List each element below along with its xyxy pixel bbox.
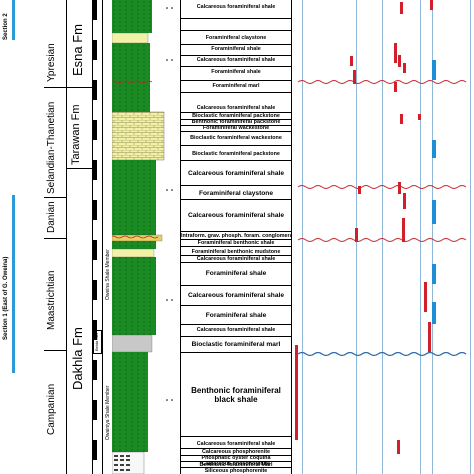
litho-10: Bioclastic foraminiferal wackestone bbox=[190, 135, 282, 141]
litho-2: Foraminiferal shale bbox=[211, 46, 261, 52]
bar-red-p3-9 bbox=[402, 218, 405, 242]
litho-21: Foraminiferal shale bbox=[205, 312, 267, 319]
lithology-column bbox=[112, 0, 173, 474]
phosphate-beds bbox=[112, 451, 145, 474]
litho-12: Calcareous foraminiferal shale bbox=[187, 170, 284, 177]
litho-16: Foraminiferal benthonic shale bbox=[197, 240, 275, 246]
bar-red-p1-1 bbox=[295, 345, 298, 440]
bar-red-p3-8 bbox=[403, 193, 406, 209]
litho-28: Calcareous phosphorenite bbox=[202, 461, 270, 467]
bar-red-p3-3 bbox=[398, 55, 401, 67]
bar-red-p3-10 bbox=[397, 440, 400, 454]
stage-selandian-thanetian: Selandian-Thanetian bbox=[46, 101, 57, 194]
litho-27: Phosphatic oyster coquina bbox=[201, 455, 271, 461]
bar-red-p3-2 bbox=[394, 43, 397, 63]
shale-top bbox=[112, 0, 152, 33]
litho-19: Foraminiferal shale bbox=[205, 270, 267, 277]
section1-label: Section 1 (East of G. Oweina) bbox=[3, 256, 9, 340]
litho-8: Benthonic foraminiferal packstone bbox=[191, 119, 281, 125]
stage-danian: Danian bbox=[46, 201, 57, 233]
claystone-yellow-1 bbox=[112, 32, 149, 44]
grid-line-4 bbox=[420, 0, 421, 474]
wavy-line-3 bbox=[297, 238, 467, 242]
litho-3: Calcareous foraminiferal shale bbox=[196, 57, 276, 63]
grid-line-3 bbox=[382, 0, 383, 474]
litho-11: Bioclastic foraminiferal packstone bbox=[192, 151, 280, 157]
wavy-line-2 bbox=[297, 185, 467, 189]
litho-15: Intraform. grav. phosph. foram. conglome… bbox=[181, 233, 291, 239]
stage-maastrichtian: Maastrichtian bbox=[46, 270, 57, 330]
section2-bar bbox=[12, 0, 15, 40]
member-owainiya: Owainiya Shale Member bbox=[105, 385, 111, 440]
member-column: Beida Mbr bbox=[92, 0, 103, 474]
bar-blue-p4-3 bbox=[432, 200, 436, 224]
litho-25: Calcareous foraminiferal shale bbox=[196, 441, 276, 447]
litho-22: Calcareous foraminiferal shale bbox=[196, 327, 276, 333]
section1-bar bbox=[12, 195, 15, 373]
litho-30: Siliceous phosphorenite bbox=[204, 468, 268, 474]
grid-line-6 bbox=[470, 0, 471, 474]
bar-red-p4-2 bbox=[418, 114, 421, 120]
bar-red-p2-1 bbox=[350, 56, 353, 66]
litho-23: Bioclastic foraminiferal marl bbox=[191, 341, 281, 348]
wavy-line-4 bbox=[297, 351, 467, 357]
shale-danian bbox=[112, 160, 156, 235]
formation-esna: Esna Fm bbox=[70, 23, 85, 76]
litho-18: Calcareous foraminiferal shale bbox=[196, 256, 276, 262]
bar-blue-p4-5 bbox=[432, 302, 436, 324]
bar-red-p2-3 bbox=[358, 186, 361, 194]
shale-campanian bbox=[112, 352, 148, 452]
litho-24: Benthonic foraminiferal black shale bbox=[191, 386, 281, 404]
litho-6: Calcareous foraminiferal shale bbox=[196, 105, 276, 111]
litho-9: Foraminiferal wackestone bbox=[202, 125, 270, 131]
litho-17: Foraminiferal benthonic mudstone bbox=[191, 249, 281, 255]
stage-campanian: Campanian bbox=[46, 383, 57, 435]
litho-29: Benthonic foraminiferal Marl bbox=[199, 462, 273, 468]
grid-line-1 bbox=[302, 0, 303, 474]
litho-1: Foraminiferal claystone bbox=[205, 35, 267, 41]
bar-red-p4-3 bbox=[424, 282, 427, 312]
bar-blue-p4-1 bbox=[432, 60, 436, 80]
member-oweina: Oweina Shale Member bbox=[105, 249, 111, 300]
bar-red-p2-2 bbox=[353, 70, 356, 84]
proxy-panels bbox=[295, 0, 467, 454]
member-beida-box: Beida Mbr bbox=[93, 330, 102, 354]
stage-column: Ypresian Selandian-Thanetian Danian Maas… bbox=[44, 0, 67, 474]
formation-tarawan: Tarawan Fm bbox=[70, 104, 82, 165]
litho-20: Calcareous foraminiferal shale bbox=[187, 292, 284, 299]
litho-7: Bioclastic foraminiferal packstone bbox=[192, 113, 280, 119]
bar-red-p4-1 bbox=[430, 0, 433, 10]
shale-maastrichtian-2 bbox=[112, 257, 156, 335]
bar-red-p3-6 bbox=[400, 114, 403, 124]
bar-red-p3-4 bbox=[403, 63, 406, 73]
litho-5: Foraminiferal marl bbox=[212, 83, 260, 89]
bar-red-p3-1 bbox=[400, 2, 403, 14]
wavy-line-1 bbox=[297, 80, 467, 84]
limestone-tarawan bbox=[112, 111, 165, 161]
grid-line-5 bbox=[432, 0, 433, 474]
bar-red-p4-4 bbox=[428, 322, 431, 352]
marl-gray bbox=[112, 334, 153, 353]
litho-0: Calcareous foraminiferal shale bbox=[196, 4, 276, 10]
litho-14: Calcareous foraminiferal shale bbox=[187, 212, 284, 219]
bar-red-p2-4 bbox=[355, 228, 358, 242]
depth-scale bbox=[92, 0, 97, 474]
bar-blue-p4-2 bbox=[432, 140, 436, 158]
litho-26: Calcareous phosphorenite bbox=[202, 449, 270, 455]
marl-yellow bbox=[112, 248, 155, 258]
bar-blue-p4-4 bbox=[432, 264, 436, 284]
litho-4: Foraminiferal shale bbox=[211, 69, 261, 75]
stage-ypresian: Ypresian bbox=[46, 43, 57, 82]
description-column: Calcareous foraminiferal shale Foraminif… bbox=[180, 0, 292, 474]
litho-13: Foraminiferal claystone bbox=[198, 190, 274, 197]
shale-maastrichtian-1 bbox=[112, 241, 156, 249]
bar-red-p3-5 bbox=[394, 82, 397, 92]
formation-column: Esna Fm Tarawan Fm Dakhla Fm bbox=[66, 0, 93, 474]
bar-red-p3-7 bbox=[398, 182, 401, 194]
section2-label: Section 2 bbox=[3, 13, 9, 40]
formation-dakhla: Dakhla Fm bbox=[70, 327, 85, 390]
